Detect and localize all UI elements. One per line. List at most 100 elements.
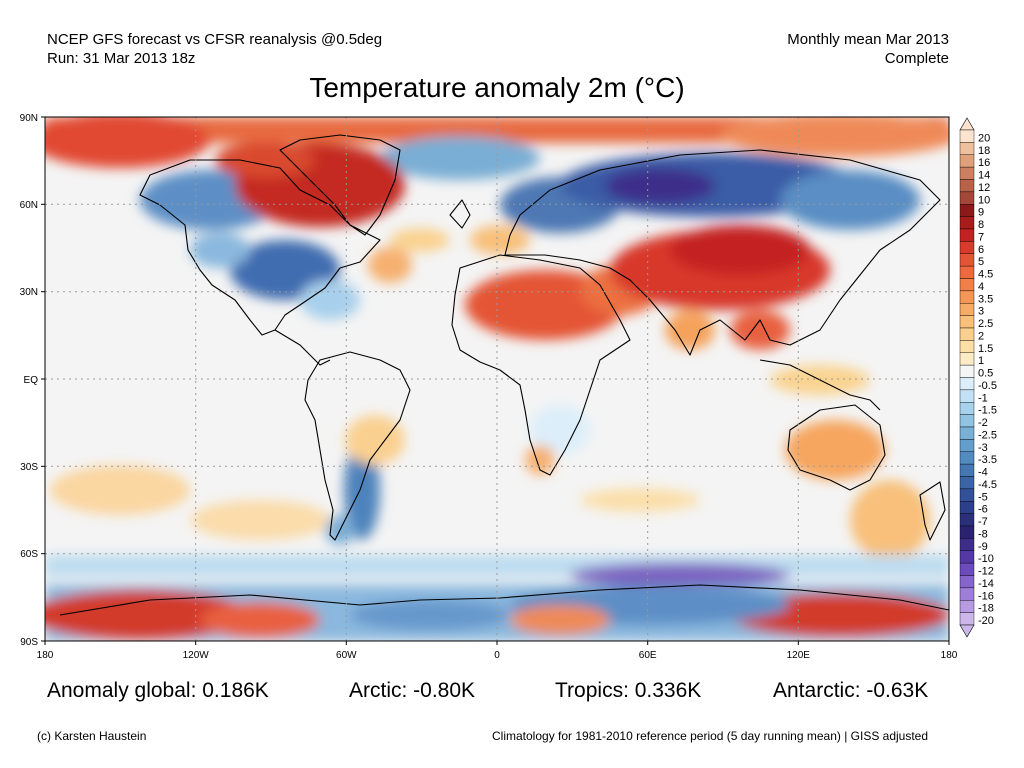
colorbar-label: -12 bbox=[978, 566, 994, 578]
lon-label-60e: 60E bbox=[639, 650, 657, 661]
colorbar-label: -4 bbox=[978, 467, 988, 479]
colorbar-swatch bbox=[959, 439, 975, 452]
colorbar-label: 3 bbox=[978, 306, 984, 318]
colorbar-label: 4.5 bbox=[978, 269, 993, 281]
colorbar-label: 4 bbox=[978, 281, 984, 293]
lat-label-60s: 60S bbox=[20, 549, 38, 560]
colorbar-swatch bbox=[959, 501, 975, 514]
header-right: Monthly mean Mar 2013 Complete bbox=[787, 30, 949, 68]
colorbar-label: 3.5 bbox=[978, 293, 993, 305]
colorbar-label: -5 bbox=[978, 491, 988, 503]
model-description: NCEP GFS forecast vs CFSR reanalysis @0.… bbox=[47, 31, 383, 48]
header-left: NCEP GFS forecast vs CFSR reanalysis @0.… bbox=[47, 30, 382, 68]
lat-label-60n: 60N bbox=[20, 200, 38, 211]
colorbar-swatch bbox=[959, 129, 975, 143]
colorbar-label: -8 bbox=[978, 528, 988, 540]
colorbar-swatch bbox=[959, 142, 975, 155]
colorbar-min-arrow bbox=[959, 624, 975, 638]
colorbar-label: 2 bbox=[978, 330, 984, 342]
colorbar-swatch bbox=[959, 216, 975, 230]
colorbar-label: 20 bbox=[978, 132, 990, 144]
colorbar-swatch bbox=[959, 253, 975, 267]
arctic-anomaly: Arctic: -0.80K bbox=[349, 679, 476, 702]
colorbar-swatch bbox=[959, 315, 975, 329]
colorbar-label: 18 bbox=[978, 145, 990, 157]
colorbar-swatch bbox=[959, 600, 975, 613]
lon-label-180w: 180 bbox=[37, 650, 54, 661]
colorbar-swatch bbox=[959, 451, 975, 465]
anomaly-map: 90N 60N 30N EQ 30S 60S 90S 180 120W 60W … bbox=[20, 113, 997, 661]
colorbar-label: -3.5 bbox=[978, 454, 997, 466]
colorbar-swatch bbox=[959, 550, 975, 564]
map-field bbox=[45, 117, 949, 641]
colorbar-label: -16 bbox=[978, 590, 994, 602]
colorbar-label: -2 bbox=[978, 417, 988, 429]
author-credit: (c) Karsten Haustein bbox=[37, 729, 147, 743]
colorbar-label: 12 bbox=[978, 182, 990, 194]
colorbar-label: -0.5 bbox=[978, 380, 997, 392]
colorbar-swatch bbox=[959, 389, 975, 403]
colorbar-swatch bbox=[959, 426, 975, 440]
colorbar-swatch bbox=[959, 154, 975, 168]
colorbar-label: 1 bbox=[978, 355, 984, 367]
period-label: Monthly mean Mar 2013 bbox=[787, 31, 949, 48]
lat-label-eq: EQ bbox=[24, 375, 39, 386]
colorbar-label: 14 bbox=[978, 170, 990, 182]
colorbar-swatch bbox=[959, 513, 975, 527]
colorbar-swatch bbox=[959, 562, 975, 576]
colorbar-label: -20 bbox=[978, 615, 994, 627]
status-label: Complete bbox=[884, 50, 949, 67]
colorbar-swatch bbox=[959, 488, 975, 502]
lon-label-120e: 120E bbox=[787, 650, 811, 661]
antarctic-anomaly: Antarctic: -0.63K bbox=[773, 679, 929, 702]
colorbar-swatch bbox=[959, 204, 975, 217]
colorbar-swatch bbox=[959, 278, 975, 292]
global-anomaly: Anomaly global: 0.186K bbox=[47, 679, 269, 702]
colorbar: 201816141210987654.543.532.521.510.5-0.5… bbox=[959, 117, 997, 638]
colorbar-label: -9 bbox=[978, 541, 988, 553]
colorbar-swatch bbox=[959, 290, 975, 304]
colorbar-label: 7 bbox=[978, 231, 984, 243]
lat-label-30n: 30N bbox=[20, 287, 38, 298]
colorbar-swatch bbox=[959, 303, 975, 316]
colorbar-swatch bbox=[959, 179, 975, 193]
lon-label-180e: 180 bbox=[941, 650, 958, 661]
colorbar-swatch bbox=[959, 265, 975, 279]
colorbar-swatch bbox=[959, 191, 975, 205]
colorbar-swatch bbox=[959, 377, 975, 391]
climatology-note: Climatology for 1981-2010 reference peri… bbox=[492, 729, 929, 743]
colorbar-swatch bbox=[959, 414, 975, 428]
graticule bbox=[45, 117, 949, 641]
colorbar-swatch bbox=[959, 525, 975, 539]
colorbar-label: -1.5 bbox=[978, 405, 997, 417]
colorbar-label: 9 bbox=[978, 207, 984, 219]
colorbar-label: -6 bbox=[978, 504, 988, 516]
lon-label-0: 0 bbox=[494, 650, 500, 661]
lon-label-120w: 120W bbox=[183, 650, 210, 661]
colorbar-swatch bbox=[959, 327, 975, 341]
coastlines bbox=[59, 134, 949, 616]
lat-label-30s: 30S bbox=[20, 462, 38, 473]
colorbar-swatch bbox=[959, 538, 975, 551]
colorbar-swatch bbox=[959, 340, 975, 353]
colorbar-label: -10 bbox=[978, 553, 994, 565]
colorbar-label: -4.5 bbox=[978, 479, 997, 491]
colorbar-label: 0.5 bbox=[978, 368, 993, 380]
colorbar-label: 2.5 bbox=[978, 318, 993, 330]
colorbar-label: 16 bbox=[978, 157, 990, 169]
colorbar-max-arrow bbox=[959, 117, 975, 131]
colorbar-label: 10 bbox=[978, 194, 990, 206]
tropics-anomaly: Tropics: 0.336K bbox=[555, 679, 702, 702]
run-time: Run: 31 Mar 2013 18z bbox=[47, 50, 196, 67]
colorbar-label: 6 bbox=[978, 244, 984, 256]
colorbar-label: -18 bbox=[978, 603, 994, 615]
colorbar-swatch bbox=[959, 463, 975, 477]
map-title: Temperature anomaly 2m (°C) bbox=[309, 72, 685, 103]
lat-label-90s: 90S bbox=[20, 637, 38, 648]
colorbar-label: 1.5 bbox=[978, 343, 993, 355]
colorbar-label: -7 bbox=[978, 516, 988, 528]
colorbar-swatch bbox=[959, 402, 975, 415]
colorbar-label: -14 bbox=[978, 578, 994, 590]
colorbar-swatch bbox=[959, 587, 975, 601]
anomaly-shading bbox=[45, 117, 949, 641]
